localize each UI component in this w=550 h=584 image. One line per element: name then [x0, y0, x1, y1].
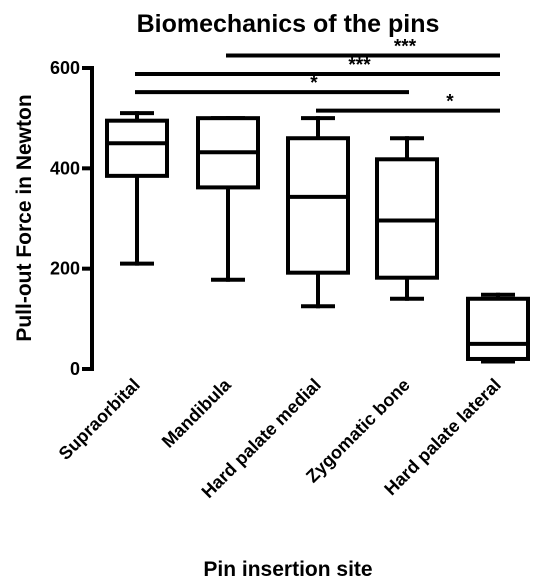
x-category-label: Supraorbital — [55, 375, 144, 464]
iqr-box — [466, 296, 530, 361]
chart-title: Biomechanics of the pins — [137, 10, 440, 38]
box-group — [105, 111, 169, 266]
y-tick-label: 0 — [70, 359, 80, 379]
y-axis-ticks: 0 200 400 600 — [50, 58, 94, 379]
significance-label: *** — [394, 36, 417, 57]
significance-label: *** — [348, 55, 371, 76]
box-group — [375, 136, 439, 301]
y-tick-label: 200 — [50, 259, 80, 279]
significance-brackets: ******** — [135, 36, 500, 113]
box-series — [105, 111, 530, 364]
significance-label: * — [310, 73, 318, 94]
iqr-box — [286, 136, 350, 275]
x-category-label: Mandibula — [158, 374, 236, 452]
box-group — [196, 116, 260, 282]
y-tick-label: 600 — [50, 58, 80, 78]
box-group — [286, 116, 350, 309]
y-axis-title: Pull-out Force in Newton — [13, 94, 36, 341]
significance-label: * — [446, 92, 454, 113]
box-group — [466, 292, 530, 364]
x-axis-title: Pin insertion site — [203, 558, 372, 581]
y-tick-label: 400 — [50, 158, 80, 178]
iqr-box — [375, 157, 439, 280]
iqr-box — [105, 118, 169, 178]
